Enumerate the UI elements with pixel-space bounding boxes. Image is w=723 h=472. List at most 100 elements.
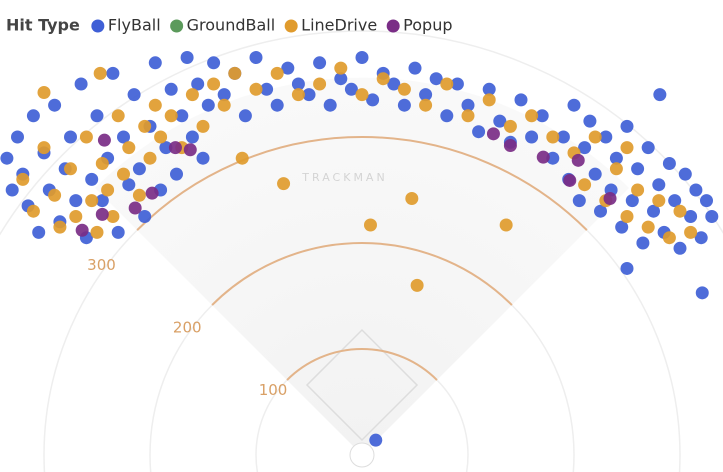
point [694, 231, 708, 245]
point [594, 204, 607, 218]
point [482, 82, 496, 96]
point [196, 151, 210, 165]
point [419, 98, 433, 112]
legend: Hit Type FlyBall GroundBall LineDrive Popup [6, 16, 453, 35]
point [207, 56, 221, 70]
point [334, 72, 348, 86]
point [159, 141, 173, 155]
legend-label: GroundBall [187, 16, 276, 35]
point [90, 225, 104, 239]
watermark: TRACKMAN [301, 171, 387, 184]
point [588, 130, 602, 144]
point [90, 109, 104, 123]
point [535, 109, 549, 123]
point [148, 56, 162, 70]
point [64, 162, 77, 176]
fair-territory [95, 77, 629, 455]
point [97, 133, 111, 147]
point [636, 236, 650, 250]
point [145, 186, 159, 200]
point [106, 210, 120, 223]
point [461, 98, 475, 112]
legend-label: LineDrive [301, 16, 377, 35]
point [260, 82, 274, 96]
point [503, 138, 517, 152]
point [662, 157, 676, 170]
point [450, 77, 464, 91]
point [625, 194, 639, 208]
point [440, 77, 454, 91]
point [344, 82, 358, 96]
point [85, 194, 99, 208]
point [117, 130, 130, 144]
point [170, 167, 183, 181]
point [313, 77, 327, 91]
point [154, 130, 168, 144]
point [302, 88, 316, 102]
point [127, 88, 141, 102]
point [26, 204, 40, 218]
point [183, 143, 197, 157]
point [397, 82, 411, 96]
legend-label: Popup [403, 16, 452, 35]
point [185, 88, 199, 102]
point [482, 93, 496, 107]
point [572, 194, 586, 208]
point [689, 183, 703, 197]
ring-label: 200 [173, 319, 202, 337]
point [376, 72, 390, 86]
point [499, 218, 513, 232]
point [69, 210, 83, 223]
point [93, 66, 107, 80]
point [32, 225, 46, 239]
point [207, 77, 221, 91]
point [397, 98, 411, 112]
faint-ring [0, 30, 723, 236]
point [11, 130, 24, 144]
point [111, 109, 125, 123]
point [0, 151, 14, 165]
distance-ring [136, 136, 588, 231]
point [536, 150, 550, 164]
point [668, 194, 682, 208]
point [673, 241, 687, 255]
point [228, 66, 242, 80]
point [196, 119, 210, 133]
point [366, 93, 380, 107]
ring-label: 300 [87, 256, 116, 274]
point [700, 194, 713, 208]
point [652, 194, 666, 208]
point [132, 188, 146, 202]
point [175, 109, 189, 123]
point [164, 82, 178, 96]
point [461, 109, 475, 123]
point [111, 225, 125, 239]
point [567, 98, 581, 112]
home-circle [349, 442, 375, 468]
point [641, 141, 655, 155]
point [191, 77, 205, 91]
point [235, 151, 249, 165]
point [270, 66, 284, 80]
point [323, 98, 337, 112]
point [405, 191, 419, 205]
distance-ring [286, 348, 438, 381]
point [106, 66, 120, 80]
legend-swatch [170, 19, 184, 33]
point [684, 210, 698, 223]
point [588, 167, 602, 181]
point [563, 173, 577, 187]
point [168, 141, 182, 155]
point [419, 88, 433, 102]
point [75, 223, 89, 237]
point [132, 162, 146, 176]
point [355, 88, 369, 102]
point [609, 151, 623, 165]
point [609, 162, 623, 176]
legend-title: Hit Type [6, 16, 80, 35]
rings: 100 200 300 [0, 30, 723, 472]
point [164, 109, 178, 123]
point [472, 125, 486, 139]
points [0, 51, 719, 447]
